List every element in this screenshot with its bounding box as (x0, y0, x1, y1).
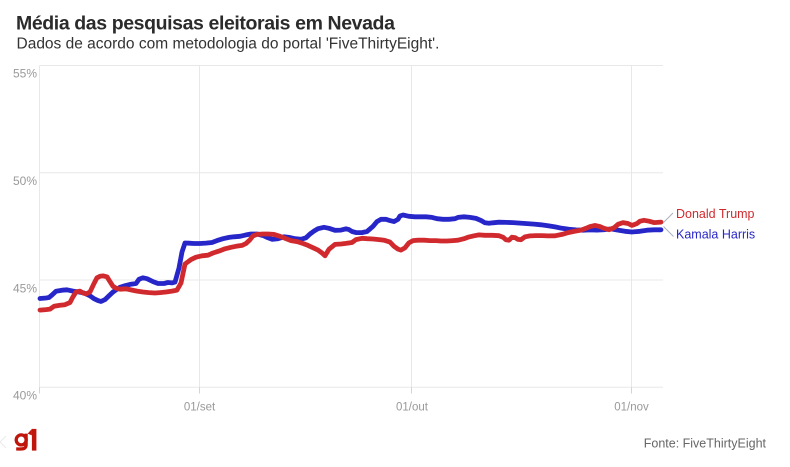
svg-text:55%: 55% (13, 67, 37, 81)
svg-text:50%: 50% (13, 174, 37, 188)
svg-text:40%: 40% (13, 389, 37, 403)
svg-text:45%: 45% (13, 281, 37, 295)
svg-text:Donald Trump: Donald Trump (676, 207, 755, 221)
svg-text:01/set: 01/set (184, 402, 216, 414)
svg-text:Média das pesquisas eleitorais: Média das pesquisas eleitorais em Nevada (16, 13, 395, 35)
svg-text:Dados de acordo com metodologi: Dados de acordo com metodologia do porta… (17, 35, 440, 52)
svg-text:01/out: 01/out (396, 402, 429, 414)
svg-text:01/nov: 01/nov (614, 402, 649, 414)
svg-text:Kamala Harris: Kamala Harris (676, 228, 755, 242)
svg-text:Fonte: FiveThirtyEight: Fonte: FiveThirtyEight (644, 437, 767, 451)
